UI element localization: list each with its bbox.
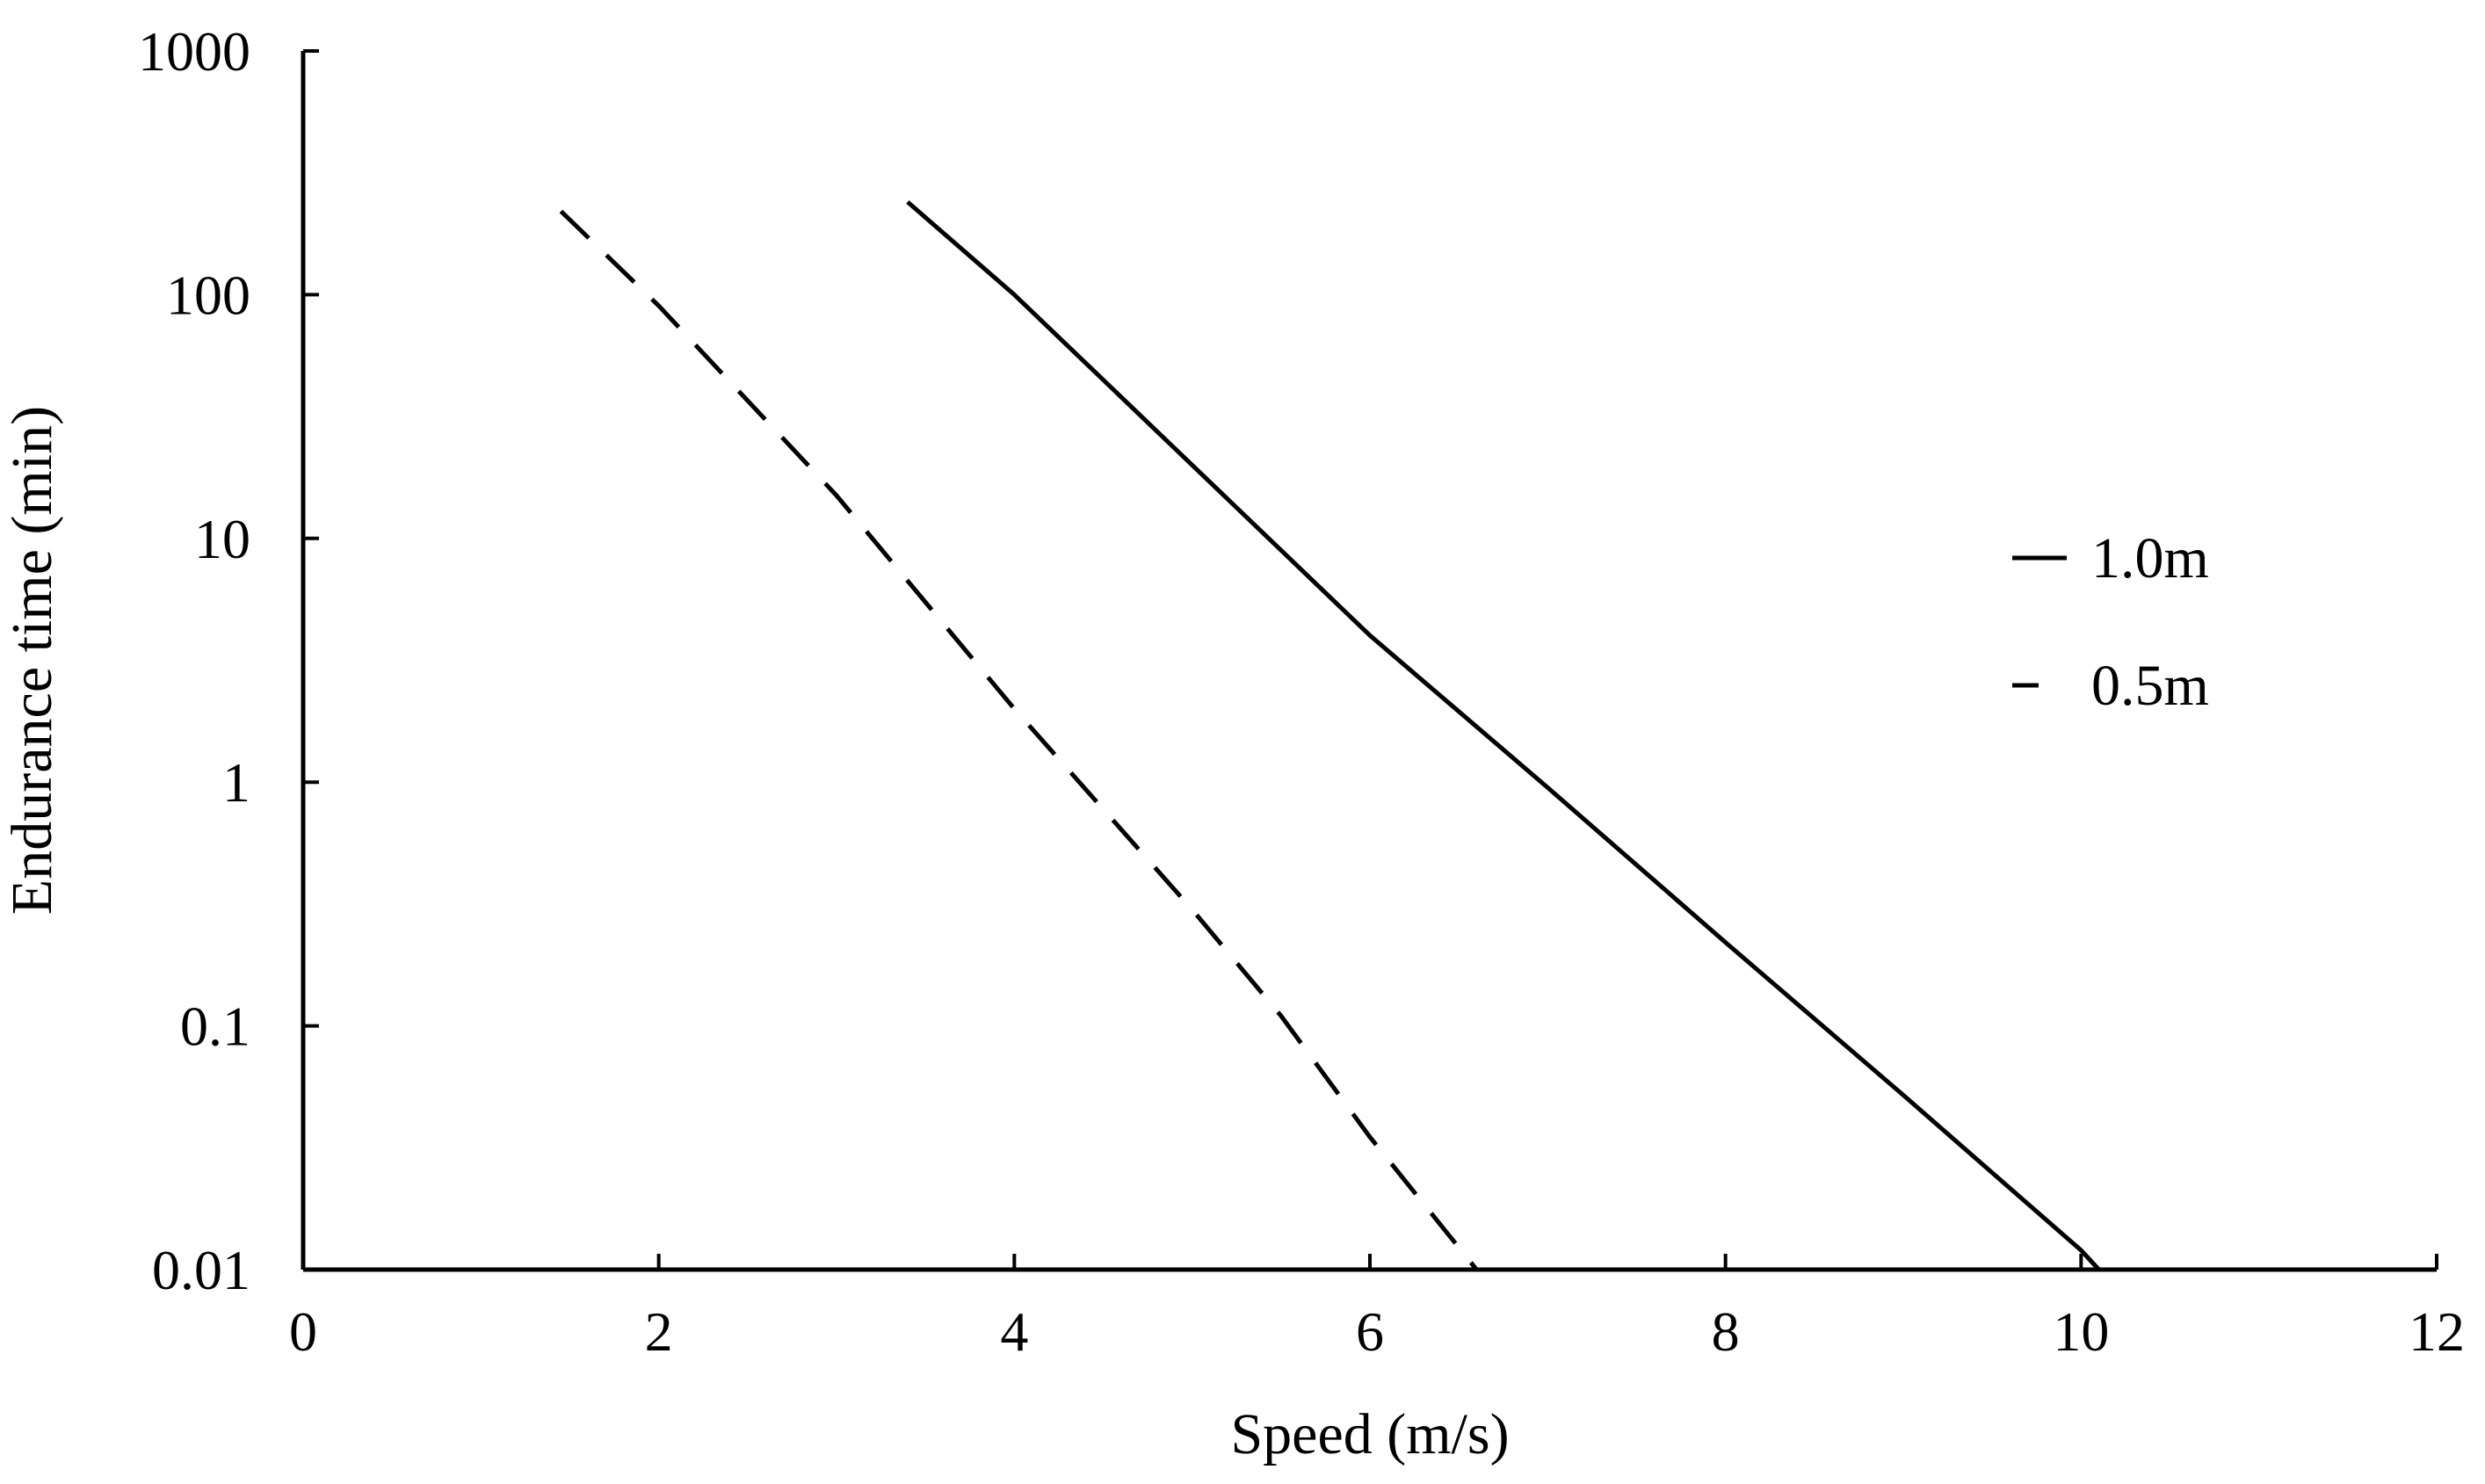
x-tick-label: 12	[2409, 1300, 2465, 1363]
x-tick-label: 6	[1356, 1300, 1384, 1363]
y-tick-label: 1	[222, 751, 250, 814]
plot-area	[559, 200, 2101, 1271]
y-ticks: 0.01 0.1 1 10 100 1000	[138, 20, 319, 1301]
y-tick-label: 10	[194, 508, 250, 570]
y-tick-label: 1000	[138, 20, 250, 83]
y-tick-label: 0.1	[180, 995, 250, 1058]
y-tick-label: 0.01	[152, 1239, 250, 1301]
x-tick-label: 2	[645, 1300, 673, 1363]
legend-label: 1.0m	[2091, 526, 2209, 590]
y-tick-label: 100	[166, 264, 250, 326]
y-axis-title: Endurance time (min)	[0, 406, 64, 915]
legend-label: 0.5m	[2091, 654, 2209, 718]
series-line-0-5m	[559, 209, 1479, 1271]
x-tick-label: 10	[2053, 1300, 2109, 1363]
x-ticks: 0 2 4 6 8 10 12	[289, 1254, 2465, 1363]
x-tick-label: 0	[289, 1300, 317, 1363]
x-axis-title: Speed (m/s)	[1230, 1402, 1509, 1466]
x-tick-label: 4	[1000, 1300, 1028, 1363]
legend: 1.0m 0.5m	[2012, 526, 2209, 718]
series-line-1-0m	[906, 200, 2101, 1271]
x-tick-label: 8	[1712, 1300, 1740, 1363]
